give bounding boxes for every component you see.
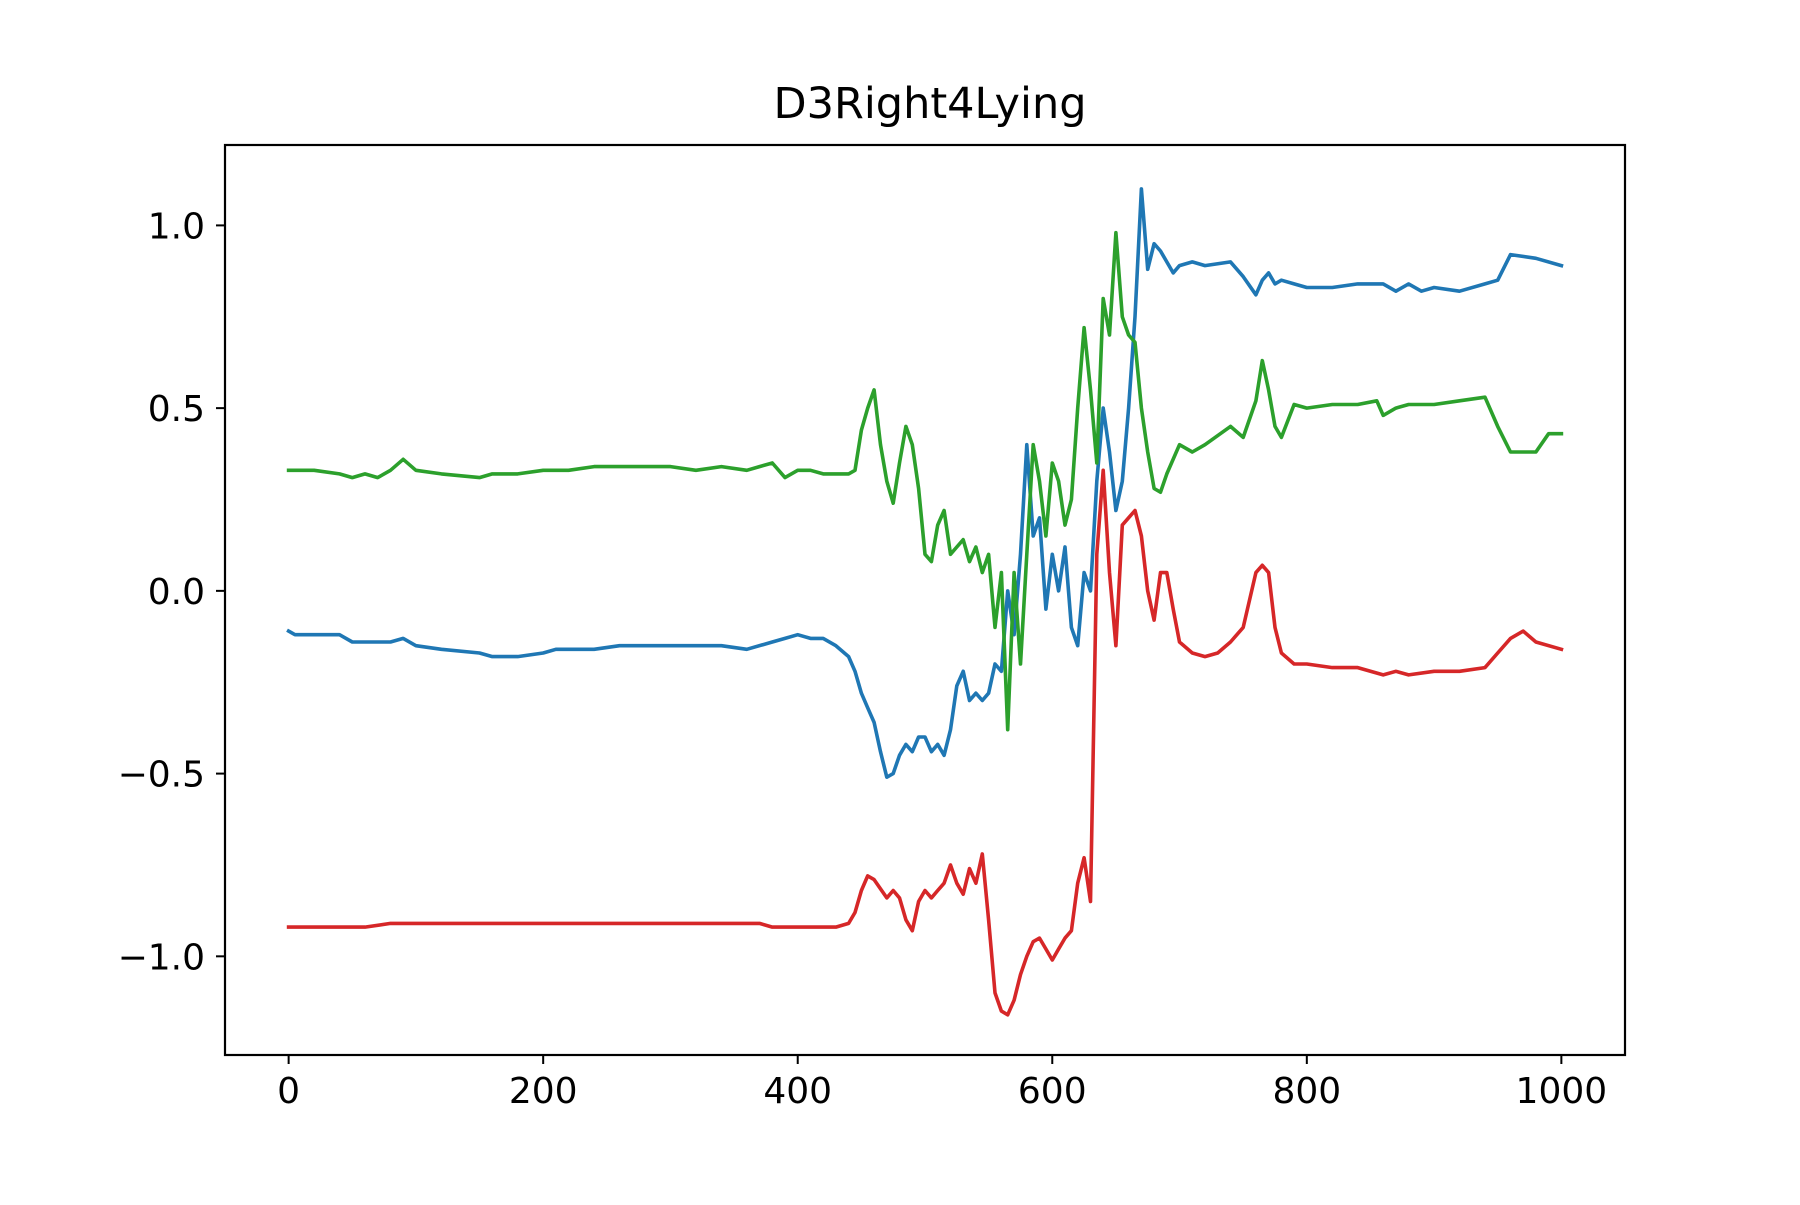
x-tick-label: 600 [1018,1071,1087,1112]
x-tick-label: 400 [763,1071,832,1112]
x-tick-label: 200 [509,1071,578,1112]
series-lines [286,187,1564,1017]
y-axis: −1.0 −0.5 0.0 0.5 1.0 [118,206,225,978]
y-tick-label: 0.0 [148,572,205,613]
y-tick-label: −1.0 [118,937,205,978]
series-line-1 [286,187,1564,780]
x-axis: 0 200 400 600 800 1000 [277,1055,1607,1112]
y-tick-label: 1.0 [148,206,205,247]
y-tick-label: 0.5 [148,389,205,430]
x-tick-label: 0 [277,1071,300,1112]
y-tick-label: −0.5 [118,755,205,796]
x-tick-label: 1000 [1516,1071,1608,1112]
x-tick-label: 800 [1272,1071,1341,1112]
series-line-3 [286,468,1564,1017]
plot-area-frame [223,143,1627,1057]
chart-title: D3Right4Lying [773,79,1086,129]
series-line-2 [286,230,1564,732]
